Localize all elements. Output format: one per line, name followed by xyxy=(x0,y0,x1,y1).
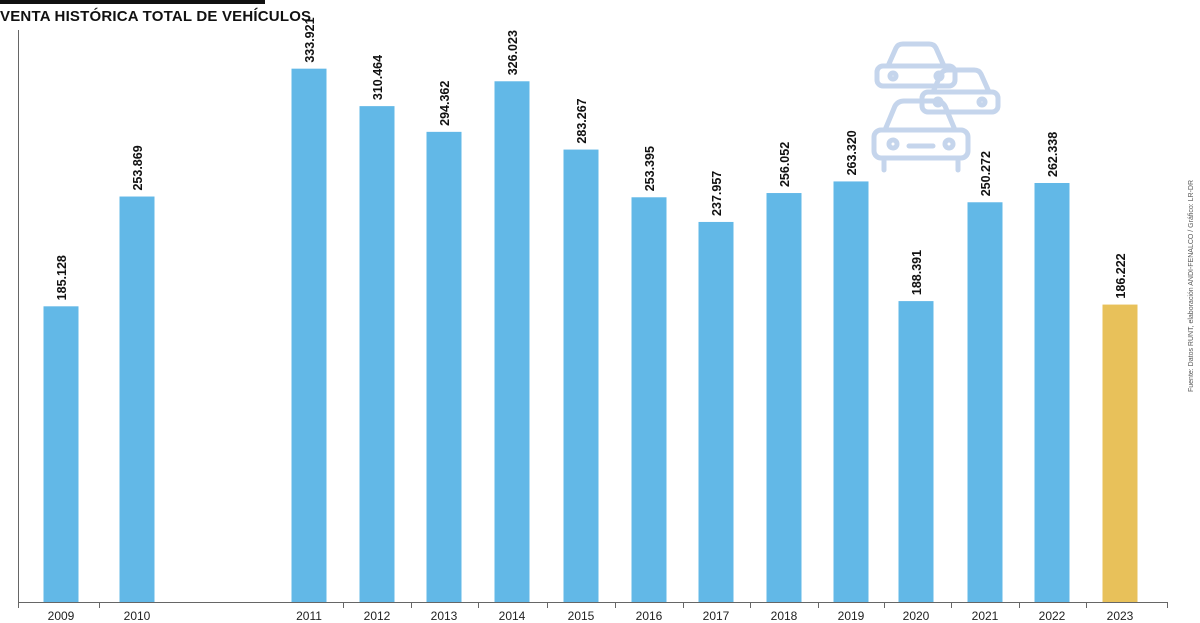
chart-title: VENTA HISTÓRICA TOTAL DE VEHÍCULOS xyxy=(0,8,312,25)
x-tick-label-2023: 2023 xyxy=(1107,609,1134,623)
x-tick-label-2018: 2018 xyxy=(771,609,798,623)
value-label-2015: 283.267 xyxy=(575,98,589,143)
bar-2016 xyxy=(631,197,667,602)
bar-2015 xyxy=(563,149,599,602)
bar-2011 xyxy=(291,68,327,603)
bar-2018 xyxy=(766,193,802,602)
bars-group xyxy=(43,68,1138,603)
x-tick-label-2020: 2020 xyxy=(903,609,930,623)
bar-2013 xyxy=(426,131,462,603)
value-label-2020: 188.391 xyxy=(910,250,924,295)
bar-2021 xyxy=(967,202,1003,603)
bar-2014 xyxy=(494,81,530,603)
bar-2017 xyxy=(698,221,734,603)
bar-2009 xyxy=(43,306,79,602)
bar-2010 xyxy=(119,196,155,602)
bar-2012 xyxy=(359,106,395,603)
x-tick-label-2022: 2022 xyxy=(1039,609,1066,623)
x-tick-label-2019: 2019 xyxy=(838,609,865,623)
value-label-2016: 253.395 xyxy=(643,146,657,191)
bar-2022 xyxy=(1034,182,1070,603)
value-label-2010: 253.869 xyxy=(131,145,145,190)
value-label-2019: 263.320 xyxy=(845,130,859,175)
x-tick-labels-group: 2009 2010 2011 2012 2013 2014 2015 2016 2017 2018… xyxy=(48,609,1134,623)
x-axis xyxy=(18,30,1168,608)
x-tick-label-2014: 2014 xyxy=(499,609,526,623)
value-label-2011: 333.921 xyxy=(303,17,317,62)
bar-2019 xyxy=(833,181,869,602)
car-traffic-icon xyxy=(871,41,1001,173)
x-tick-label-2009: 2009 xyxy=(48,609,75,623)
x-tick-label-2021: 2021 xyxy=(972,609,999,623)
x-tick-label-2012: 2012 xyxy=(364,609,391,623)
x-tick-label-2010: 2010 xyxy=(124,609,151,623)
value-label-2022: 262.338 xyxy=(1046,132,1060,177)
car-front-icon xyxy=(871,98,971,173)
value-label-2018: 256.052 xyxy=(778,142,792,187)
value-label-2017: 237.957 xyxy=(710,171,724,216)
x-tick-label-2017: 2017 xyxy=(703,609,730,623)
value-label-2009: 185.128 xyxy=(55,255,69,300)
source-note: Fuente: Datos RUNT, elaboración ANDI-FEN… xyxy=(1188,179,1195,392)
value-label-2013: 294.362 xyxy=(438,81,452,126)
value-labels-group: 185.128 253.869 333.921 310.464 294.362 326.0… xyxy=(55,17,1128,300)
value-label-2014: 326.023 xyxy=(506,30,520,75)
bar-2023 xyxy=(1102,304,1138,602)
value-label-2021: 250.272 xyxy=(979,151,993,196)
bar-2020 xyxy=(898,301,934,602)
title-rule xyxy=(0,0,265,4)
x-tick-label-2015: 2015 xyxy=(568,609,595,623)
x-tick-label-2013: 2013 xyxy=(431,609,458,623)
car-back-icon xyxy=(874,41,958,89)
x-tick-label-2016: 2016 xyxy=(636,609,663,623)
value-label-2023: 186.222 xyxy=(1114,253,1128,298)
car-middle-icon xyxy=(919,67,1001,115)
x-tick-label-2011: 2011 xyxy=(296,609,322,623)
value-label-2012: 310.464 xyxy=(371,55,385,100)
